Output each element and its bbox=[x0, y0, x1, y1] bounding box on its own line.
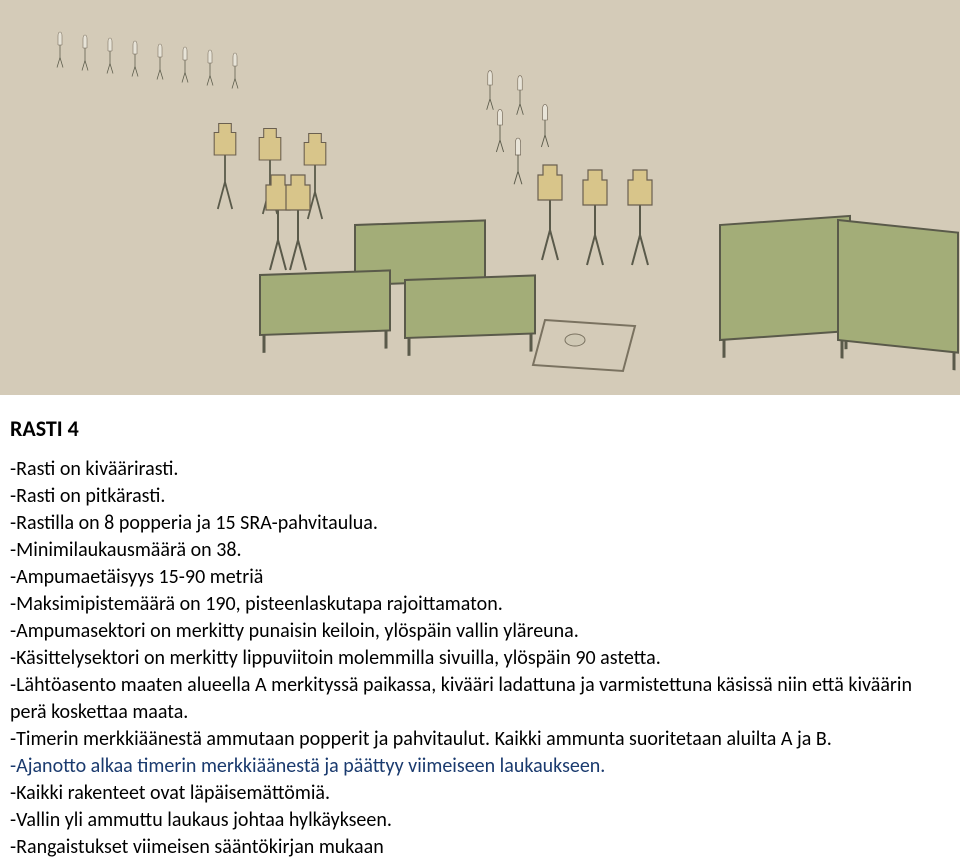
description-line: -Ampumaetäisyys 15-90 metriä bbox=[10, 564, 950, 591]
description-line: -Ajanotto alkaa timerin merkkiäänestä ja… bbox=[10, 753, 950, 780]
description-line: -Timerin merkkiäänestä ammutaan popperit… bbox=[10, 726, 950, 753]
description-line: -Lähtöasento maaten alueella A merkityss… bbox=[10, 672, 950, 726]
description-line: -Rasti on pitkärasti. bbox=[10, 483, 950, 510]
description-line: -Maksimipistemäärä on 190, pisteenlaskut… bbox=[10, 591, 950, 618]
description-line: -Rangaistukset viimeisen sääntökirjan mu… bbox=[10, 834, 950, 861]
stage-title: RASTI 4 bbox=[10, 415, 950, 442]
description-lines: -Rasti on kiväärirasti.-Rasti on pitkära… bbox=[10, 456, 950, 861]
description-line: -Käsittelysektori on merkitty lippuviito… bbox=[10, 645, 950, 672]
description-line: -Ampumasektori on merkitty punaisin keil… bbox=[10, 618, 950, 645]
description-line: -Kaikki rakenteet ovat läpäisemättömiä. bbox=[10, 780, 950, 807]
description-line: -Rastilla on 8 popperia ja 15 SRA-pahvit… bbox=[10, 510, 950, 537]
stage-description: RASTI 4 -Rasti on kiväärirasti.-Rasti on… bbox=[0, 395, 960, 861]
description-line: -Rasti on kiväärirasti. bbox=[10, 456, 950, 483]
stage-diagram bbox=[0, 0, 960, 395]
description-line: -Minimilaukausmäärä on 38. bbox=[10, 537, 950, 564]
stage-svg bbox=[0, 0, 960, 395]
